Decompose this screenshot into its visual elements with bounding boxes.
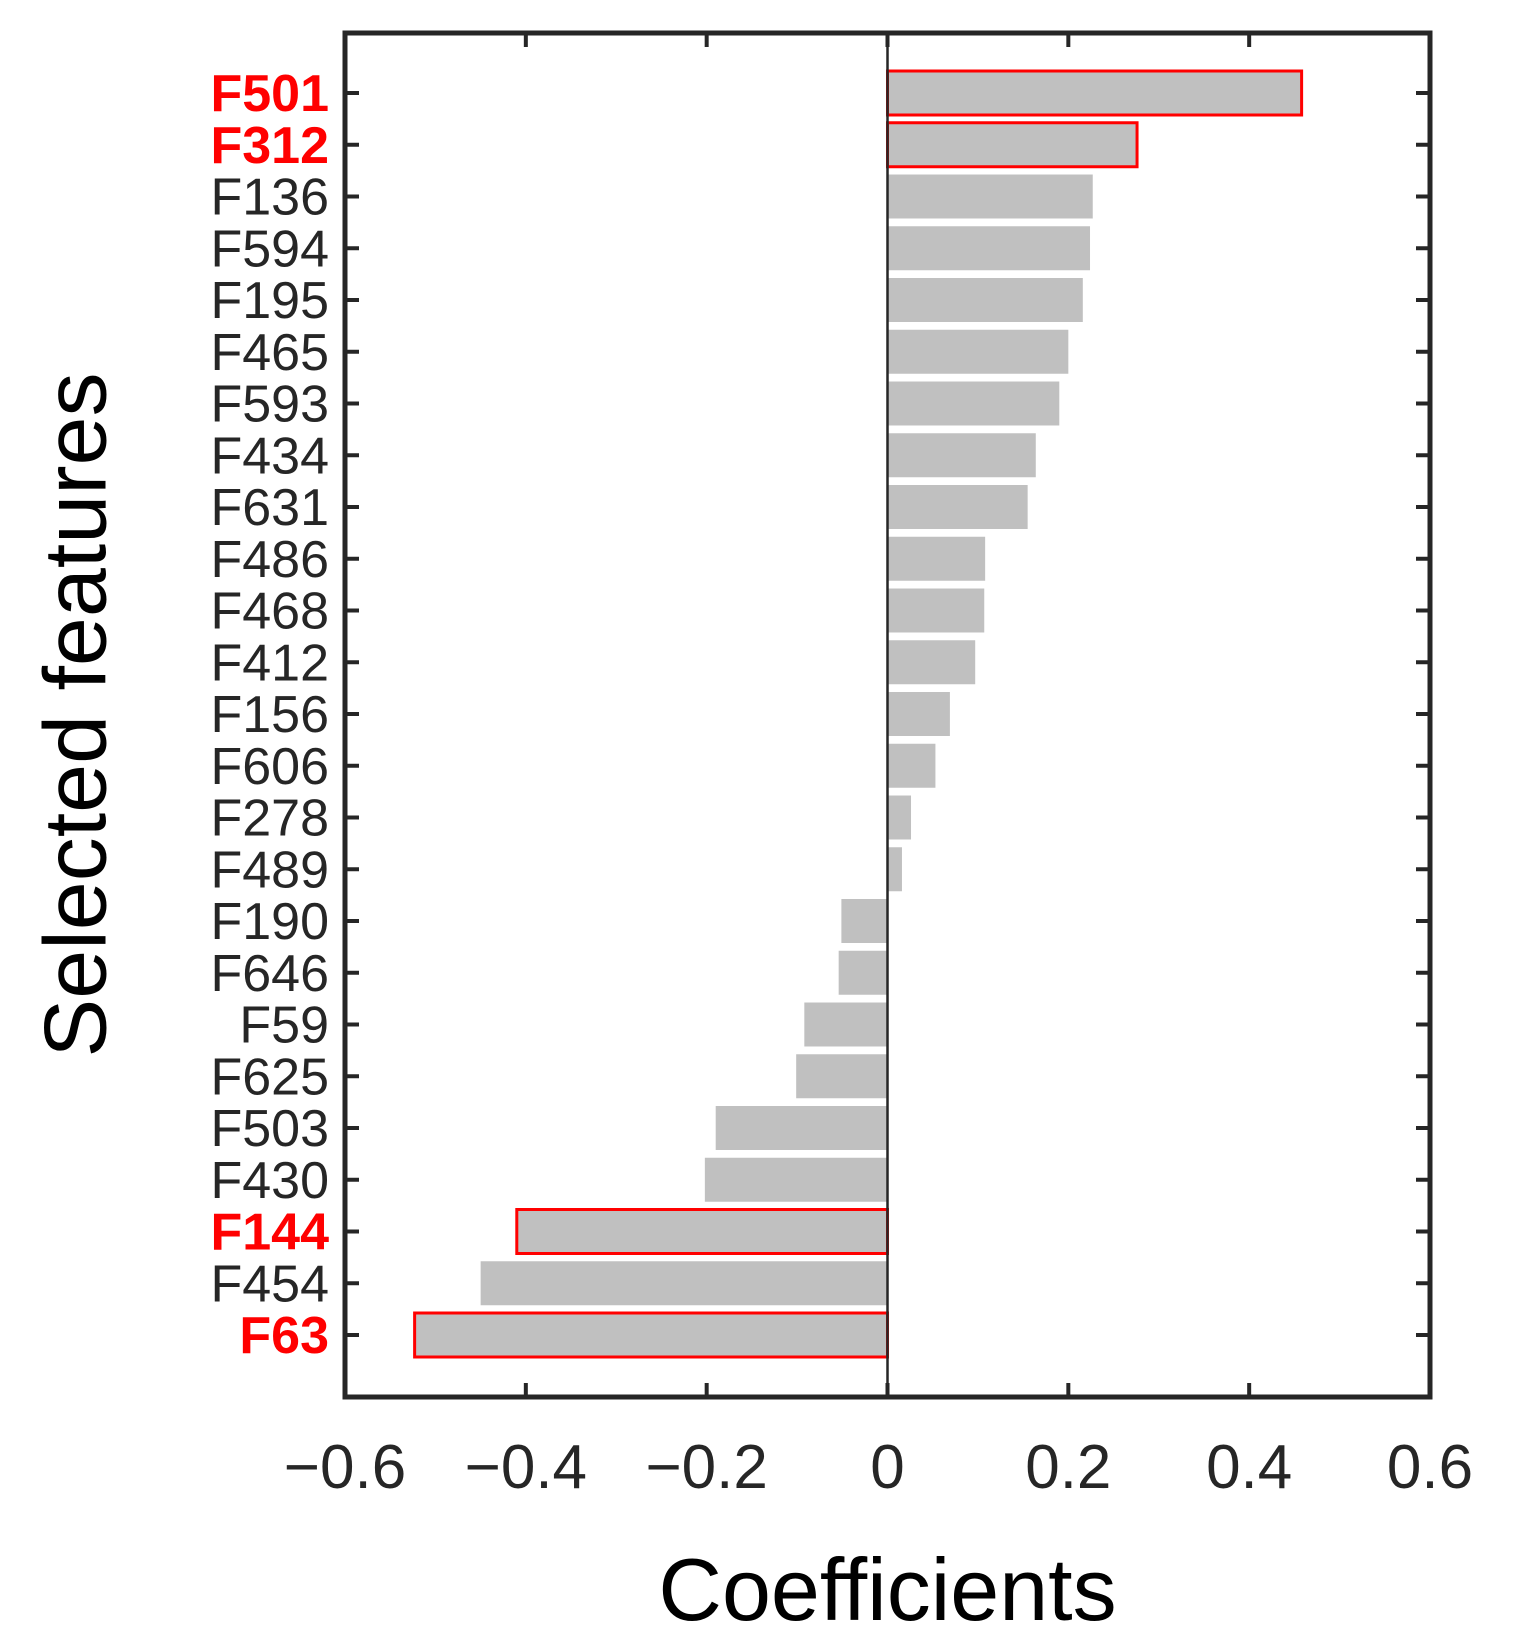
bar-f156 (887, 692, 950, 736)
bar-f501 (886, 69, 1304, 117)
y-tick-label-f646: F646 (210, 945, 329, 1003)
bar-f503 (715, 1106, 888, 1150)
y-tick-label-f625: F625 (210, 1048, 329, 1106)
y-tick-label-f486: F486 (210, 531, 329, 589)
bar-f312 (886, 121, 1139, 169)
y-axis-title: Selected features (25, 373, 124, 1058)
bar-f136 (887, 174, 1093, 219)
bar-f59 (804, 1002, 888, 1047)
bar-f631 (887, 485, 1028, 529)
x-tick-label: 0 (870, 1433, 904, 1502)
x-tick-label: 0.6 (1387, 1433, 1473, 1502)
y-tick-label-f468: F468 (210, 583, 329, 641)
bars-layer (413, 69, 1304, 1359)
bar-f489 (887, 847, 902, 892)
bar-f606 (887, 743, 936, 788)
bar-f625 (796, 1054, 888, 1099)
y-tick-label-f190: F190 (210, 893, 329, 951)
y-tick-label-f593: F593 (210, 376, 329, 434)
bar-f465 (887, 329, 1069, 374)
y-tick-label-f454: F454 (210, 1255, 329, 1313)
y-tick-label-f312: F312 (210, 117, 329, 175)
bar-f486 (887, 536, 986, 581)
y-tick-label-f434: F434 (210, 427, 329, 485)
bar-f430 (704, 1157, 888, 1202)
bar-f195 (887, 278, 1083, 322)
bar-f593 (887, 381, 1060, 426)
bar-f190 (841, 899, 888, 943)
y-tick-label-f144: F144 (210, 1204, 329, 1262)
bar-f412 (887, 640, 976, 685)
bar-f454 (480, 1261, 888, 1306)
y-tick-label-f594: F594 (210, 220, 329, 278)
x-tick-label: 0.2 (1025, 1433, 1111, 1502)
x-tick-label: −0.6 (284, 1433, 406, 1502)
y-tick-label-f503: F503 (210, 1100, 329, 1158)
axes-layer (342, 30, 1433, 1400)
bar-f434 (887, 433, 1036, 478)
x-tick-label: −0.2 (645, 1433, 767, 1502)
y-tick-label-f430: F430 (210, 1152, 329, 1210)
y-tick-label-f156: F156 (210, 686, 329, 744)
x-tick-label: −0.4 (465, 1433, 587, 1502)
bar-f278 (887, 795, 912, 840)
y-tick-label-f501: F501 (210, 65, 329, 123)
bar-f468 (887, 588, 985, 633)
y-tick-label-f489: F489 (210, 841, 329, 899)
y-tick-label-f59: F59 (239, 997, 329, 1055)
x-axis-title: Coefficients (658, 1540, 1116, 1639)
x-tick-label: 0.4 (1206, 1433, 1292, 1502)
labels-layer: F501F312F136F594F195F465F593F434F631F486… (210, 65, 1473, 1502)
y-tick-label-f606: F606 (210, 738, 329, 796)
y-tick-label-f195: F195 (210, 272, 329, 330)
bar-f646 (838, 950, 888, 995)
y-tick-label-f278: F278 (210, 790, 329, 848)
bar-f144 (515, 1208, 889, 1255)
y-tick-label-f465: F465 (210, 324, 329, 382)
y-tick-label-f136: F136 (210, 169, 329, 227)
y-tick-label-f412: F412 (210, 634, 329, 692)
bar-f63 (413, 1311, 889, 1359)
y-tick-label-f631: F631 (210, 479, 329, 537)
y-tick-label-f63: F63 (239, 1307, 329, 1365)
bar-f594 (887, 226, 1091, 271)
